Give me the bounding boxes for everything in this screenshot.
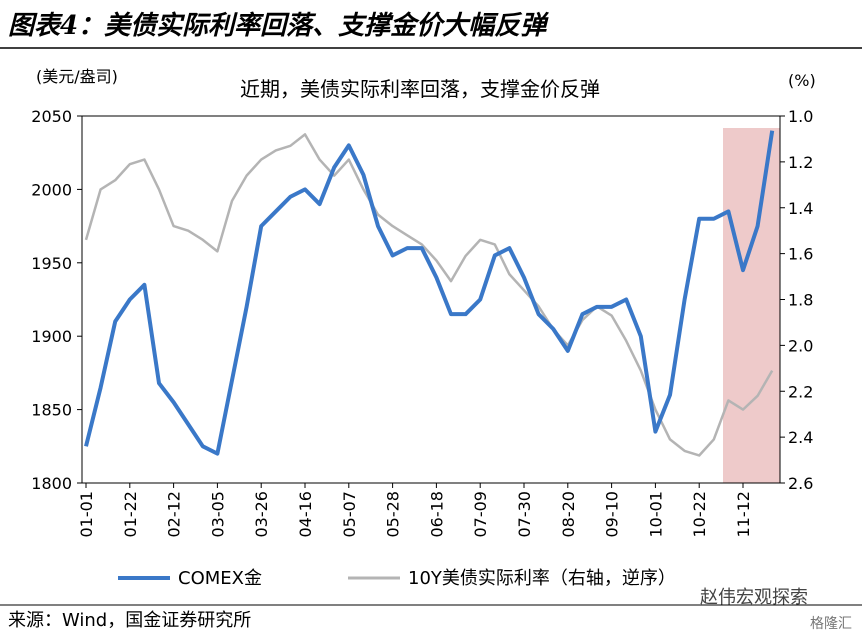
x-tick-label: 10-01 xyxy=(646,491,665,538)
y2-tick-label: 2.4 xyxy=(788,428,813,447)
x-tick-label: 03-26 xyxy=(252,491,271,538)
y2-tick-label: 2.6 xyxy=(788,474,813,493)
y-tick-label: 1800 xyxy=(31,474,72,493)
x-tick-label: 08-20 xyxy=(559,491,578,538)
y-tick-label: 1900 xyxy=(31,327,72,346)
source: 来源：Wind，国金证券研究所 xyxy=(8,610,251,631)
chart-title: 近期，美债实际利率回落，支撑金价反弹 xyxy=(240,77,600,101)
x-tick-label: 07-09 xyxy=(471,491,490,538)
x-tick-label: 01-01 xyxy=(77,491,96,538)
page-title: 图表4：美债实际利率回落、支撑金价大幅反弹 xyxy=(8,11,549,41)
x-tick-label: 10-22 xyxy=(690,491,709,538)
x-tick-label: 04-16 xyxy=(296,491,315,538)
series-line xyxy=(84,130,775,456)
legend-label: COMEX金 xyxy=(178,568,262,589)
plot-frame xyxy=(81,115,781,484)
y-tick-label: 1950 xyxy=(31,254,72,273)
y2-tick-label: 1.2 xyxy=(788,153,813,172)
y2-tick-label: 1.0 xyxy=(788,107,813,126)
x-tick-label: 05-07 xyxy=(340,491,359,538)
logo: 格隆汇 xyxy=(810,616,852,632)
x-tick-label: 07-30 xyxy=(515,491,534,538)
y-tick-label: 2050 xyxy=(31,107,72,126)
y-tick-label: 1850 xyxy=(31,401,72,420)
y2-tick-label: 1.4 xyxy=(788,199,813,218)
y2-tick-label: 2.0 xyxy=(788,336,813,355)
y2-axis-label: (%) xyxy=(788,71,816,90)
x-tick-label: 01-22 xyxy=(121,491,140,538)
y-tick-label: 2000 xyxy=(31,180,72,199)
y-axis-label: (美元/盎司) xyxy=(36,67,118,86)
series-line xyxy=(84,133,774,457)
highlight-band xyxy=(723,128,780,483)
y2-tick-label: 1.8 xyxy=(788,291,813,310)
x-tick-label: 03-05 xyxy=(208,491,227,538)
legend-label: 10Y美债实际利率（右轴，逆序） xyxy=(408,568,676,589)
y2-tick-label: 1.6 xyxy=(788,245,813,264)
x-tick-label: 05-28 xyxy=(384,491,403,538)
x-tick-label: 11-12 xyxy=(734,491,753,538)
watermark: 赵伟宏观探索 xyxy=(700,587,808,608)
x-tick-label: 02-12 xyxy=(165,491,184,538)
x-tick-label: 09-10 xyxy=(603,491,622,538)
y2-tick-label: 2.2 xyxy=(788,382,813,401)
x-tick-label: 06-18 xyxy=(427,491,446,538)
